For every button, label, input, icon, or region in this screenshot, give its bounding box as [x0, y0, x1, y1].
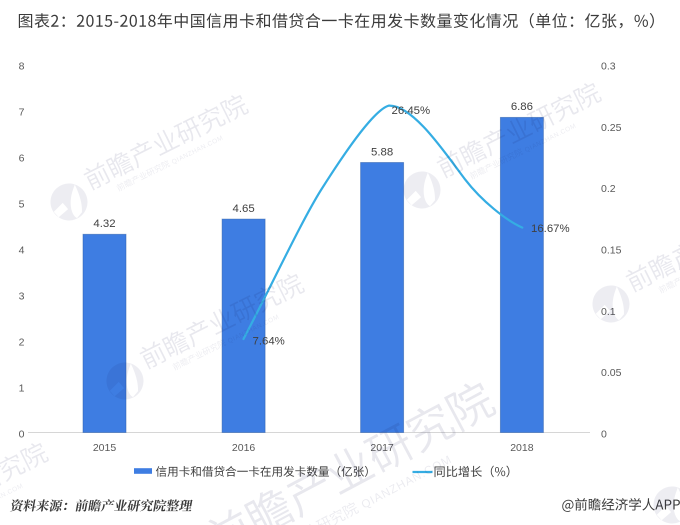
- svg-text:8: 8: [19, 61, 25, 73]
- svg-text:26.45%: 26.45%: [392, 105, 431, 117]
- svg-text:5.88: 5.88: [371, 146, 393, 158]
- svg-text:4.32: 4.32: [93, 218, 115, 230]
- svg-text:0.05: 0.05: [601, 367, 622, 379]
- svg-text:0: 0: [19, 429, 25, 441]
- svg-text:2015: 2015: [93, 442, 117, 454]
- svg-text:7.64%: 7.64%: [253, 336, 285, 348]
- svg-text:2018: 2018: [510, 442, 534, 454]
- svg-text:2016: 2016: [232, 442, 256, 454]
- svg-text:4: 4: [19, 245, 25, 257]
- svg-text:0.25: 0.25: [601, 122, 622, 134]
- svg-text:6.86: 6.86: [511, 101, 533, 113]
- svg-text:1: 1: [19, 383, 25, 395]
- svg-text:0.3: 0.3: [601, 61, 616, 73]
- svg-text:4.65: 4.65: [233, 203, 255, 215]
- svg-text:0.2: 0.2: [601, 183, 616, 195]
- svg-text:5: 5: [19, 199, 25, 211]
- svg-text:6: 6: [19, 153, 25, 165]
- svg-text:0: 0: [601, 429, 607, 441]
- svg-text:16.67%: 16.67%: [531, 223, 570, 235]
- svg-text:0.15: 0.15: [601, 245, 622, 257]
- svg-text:3: 3: [19, 291, 25, 303]
- svg-text:2: 2: [19, 337, 25, 349]
- svg-text:7: 7: [19, 107, 25, 119]
